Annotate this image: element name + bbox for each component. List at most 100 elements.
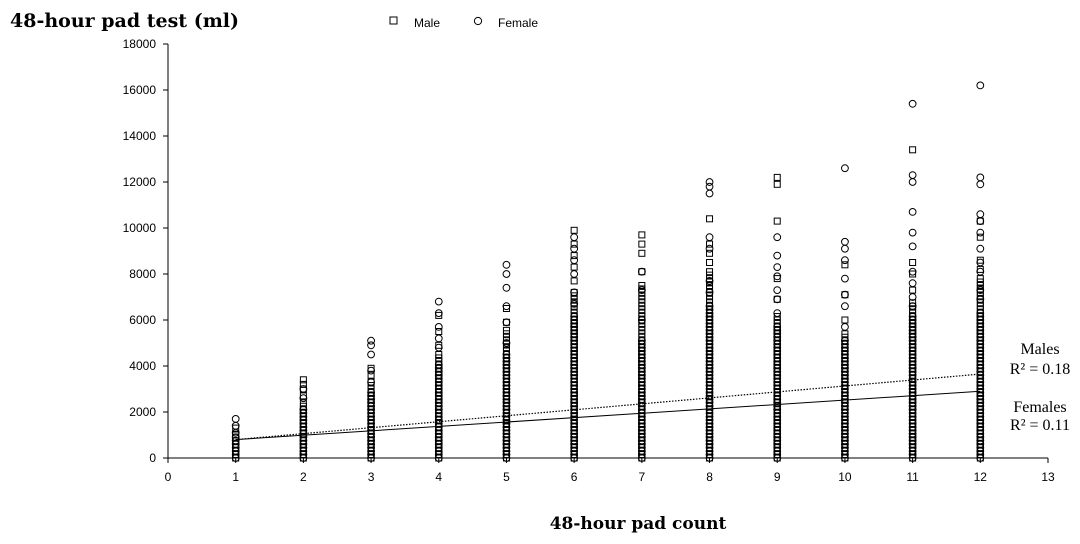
y-tick-label: 8000 (129, 267, 156, 281)
y-tick-label: 6000 (129, 313, 156, 327)
male-point (706, 249, 714, 257)
female-point (841, 302, 849, 311)
female-point (773, 326, 782, 335)
female-point (705, 189, 714, 198)
female-point (773, 286, 782, 295)
female-point (773, 309, 782, 318)
female-point (908, 171, 917, 180)
female-point (976, 258, 985, 267)
female-point (570, 233, 579, 242)
x-tick-label: 11 (906, 470, 919, 484)
female-point (908, 302, 917, 311)
female-point (976, 173, 985, 182)
female-point (773, 263, 782, 272)
female-point (299, 394, 308, 403)
male-point (299, 380, 307, 388)
female-point (502, 283, 511, 292)
x-tick-label: 13 (1041, 470, 1055, 484)
female-point (841, 237, 849, 246)
x-tick-label: 8 (706, 470, 713, 484)
female-point (502, 270, 511, 278)
female-point (502, 350, 511, 359)
y-tick-label: 14000 (123, 129, 157, 143)
female-point (637, 340, 646, 349)
male-point (706, 259, 714, 266)
male-point (909, 286, 917, 294)
female-point (841, 290, 849, 299)
female-point (434, 297, 443, 306)
trendlines (235, 373, 981, 441)
males-trendline (235, 373, 981, 441)
female-point (705, 305, 714, 314)
male-point (773, 180, 781, 188)
female-point (570, 288, 579, 297)
female-point (976, 286, 985, 295)
male-point (976, 233, 984, 241)
female-point (434, 360, 443, 369)
female-point (570, 244, 579, 253)
female-point (570, 316, 579, 324)
male-point (909, 259, 917, 266)
female-point (908, 312, 917, 321)
x-tick-label: 12 (974, 470, 988, 484)
y-tick-label: 12000 (123, 175, 157, 189)
female-point (299, 385, 308, 393)
x-tick-label: 1 (232, 470, 239, 484)
female-point (570, 270, 579, 278)
males-trend-label: Males (1020, 341, 1059, 358)
female-point (231, 428, 240, 437)
female-point (841, 274, 849, 283)
female-point (367, 336, 375, 345)
female-point (434, 343, 443, 352)
female-point (773, 233, 782, 242)
male-point (706, 215, 714, 223)
female-point (637, 316, 646, 324)
y-tick-label: 18000 (123, 37, 157, 51)
female-point (502, 318, 511, 327)
male-point (570, 240, 578, 248)
female-point (976, 295, 985, 304)
y-tick-label: 0 (149, 451, 156, 465)
x-tick-label: 0 (165, 470, 172, 484)
male-point (570, 252, 578, 260)
female-point (705, 178, 714, 186)
female-point (908, 208, 917, 216)
male-point (570, 263, 578, 271)
male-point (638, 282, 646, 289)
female-point (231, 433, 240, 442)
female-point (773, 251, 782, 260)
y-ticks: 0 2000 4000 6000 8000 10000 12000 14000 16000 180… (123, 37, 168, 465)
male-point (773, 173, 781, 181)
female-point (367, 388, 375, 397)
female-point (705, 277, 714, 285)
males-r2-label: R² = 0.18 (1010, 361, 1071, 378)
female-point (976, 312, 985, 321)
female-point (299, 405, 308, 414)
x-tick-label: 4 (435, 470, 442, 484)
females-trend-label: Females (1013, 399, 1066, 416)
male-point (841, 261, 849, 269)
female-point (773, 272, 782, 281)
male-point (570, 277, 578, 285)
females-r2-label: R² = 0.11 (1010, 417, 1070, 434)
male-point (773, 217, 781, 225)
female-point (231, 415, 240, 423)
y-tick-label: 2000 (129, 405, 156, 419)
female-point (231, 421, 240, 430)
female-point (367, 350, 375, 359)
x-tick-label: 5 (503, 470, 510, 484)
male-point (502, 326, 510, 334)
female-point (908, 178, 917, 186)
female-point (908, 99, 917, 108)
female-point (976, 309, 985, 318)
male-point (909, 146, 917, 154)
legend-female-label: Female (498, 16, 538, 30)
legend-female-marker (473, 16, 483, 26)
female-point (434, 323, 443, 331)
female-point (570, 256, 579, 265)
female-point (705, 233, 714, 242)
female-point (502, 339, 511, 347)
male-point (706, 268, 714, 276)
y-axis-title: 48-hour pad test (ml) (10, 10, 239, 32)
